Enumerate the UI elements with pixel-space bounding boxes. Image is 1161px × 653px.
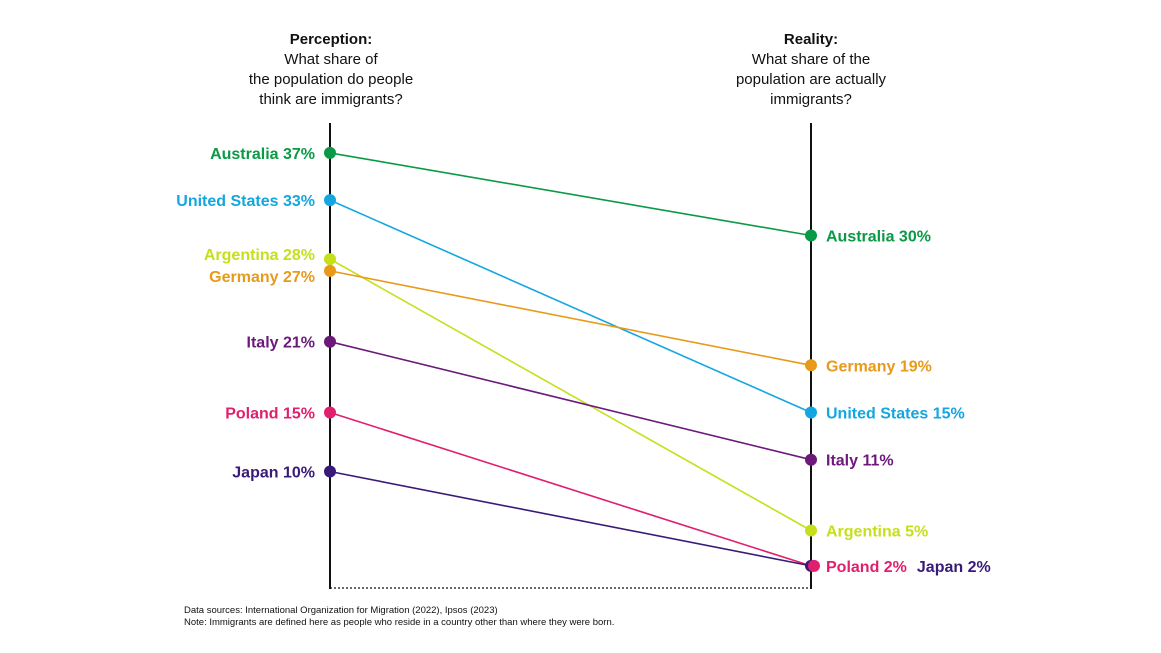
series-line-germany xyxy=(329,270,812,367)
series-lines xyxy=(329,152,812,567)
reality-subtitle: What share of the population are actuall… xyxy=(735,51,887,108)
label-reality-united-states: United States 15% xyxy=(826,406,965,423)
perception-subtitle: What share of the population do people t… xyxy=(248,51,414,108)
label-reality-japan: Japan 2% xyxy=(917,559,991,576)
series-line-poland xyxy=(329,411,812,567)
reality-header: Reality: What share of the population ar… xyxy=(681,30,941,110)
series-line-italy xyxy=(329,340,812,461)
label-perception-germany: Germany 27% xyxy=(209,269,315,286)
series-line-japan xyxy=(329,470,812,567)
point-perception-germany xyxy=(324,264,336,277)
label-perception-united-states: United States 33% xyxy=(176,193,315,210)
label-perception-poland: Poland 15% xyxy=(225,406,315,423)
label-perception-argentina: Argentina 28% xyxy=(204,247,315,264)
point-perception-united-states xyxy=(324,194,336,207)
series-line-argentina xyxy=(329,258,812,532)
label-perception-italy: Italy 21% xyxy=(247,335,315,352)
perception-title: Perception: xyxy=(289,31,373,48)
point-perception-japan xyxy=(324,465,336,478)
point-perception-australia xyxy=(324,146,336,159)
perception-header: Perception: What share of the population… xyxy=(201,30,461,110)
label-perception-australia: Australia 37% xyxy=(210,146,315,163)
reality-title: Reality: xyxy=(783,31,839,48)
data-labels: Australia 37% United States 33% Argentina … xyxy=(176,146,990,576)
label-reality-argentina: Argentina 5% xyxy=(826,524,928,541)
label-reality-poland: Poland 2% xyxy=(826,559,907,576)
point-perception-poland xyxy=(324,406,336,419)
point-reality-argentina xyxy=(805,524,817,537)
label-reality-germany: Germany 19% xyxy=(826,358,932,375)
series-points xyxy=(324,146,820,572)
series-line-united-states xyxy=(329,199,812,414)
label-perception-japan: Japan 10% xyxy=(232,465,315,482)
series-line-australia xyxy=(329,152,812,237)
data-sources: Data sources: International Organization… xyxy=(184,605,498,616)
point-reality-germany xyxy=(805,359,817,372)
definition-note: Note: Immigrants are defined here as peo… xyxy=(184,617,615,628)
point-perception-italy xyxy=(324,335,336,348)
label-reality-italy: Italy 11% xyxy=(826,453,894,470)
point-reality-australia xyxy=(805,229,817,242)
point-reality-united-states xyxy=(805,406,817,419)
point-reality-poland xyxy=(808,559,820,572)
label-reality-australia: Australia 30% xyxy=(826,229,931,246)
chart-notes: Data sources: International Organization… xyxy=(184,605,614,629)
point-perception-argentina xyxy=(324,253,336,266)
point-reality-italy xyxy=(805,453,817,466)
